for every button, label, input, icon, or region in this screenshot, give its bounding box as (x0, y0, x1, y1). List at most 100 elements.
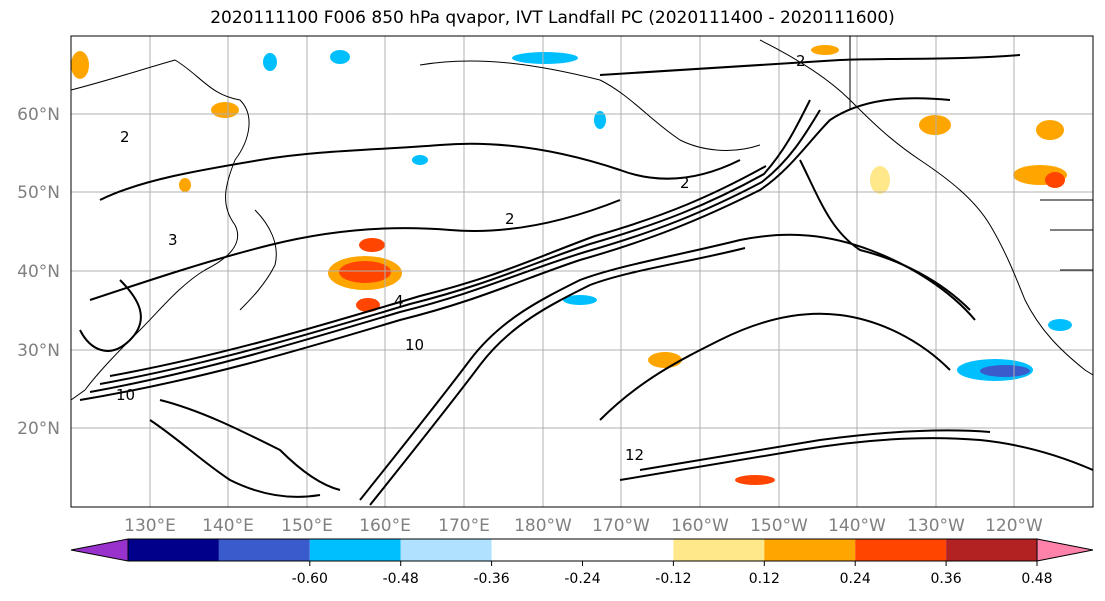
anomaly-patch (412, 155, 428, 165)
lat-label: 20°N (17, 419, 60, 439)
ivt-contours (79, 54, 1094, 506)
contour-line (599, 54, 1021, 76)
lat-label: 30°N (17, 341, 60, 361)
contour-line (359, 233, 976, 501)
colorbar-cell (309, 539, 401, 561)
map-title: 2020111100 F006 850 hPa qvapor, IVT Land… (210, 8, 895, 28)
contour-line (99, 142, 741, 201)
lon-label: 130°E (124, 516, 176, 536)
anomaly-patch (71, 51, 89, 79)
lon-label: 120°W (985, 516, 1043, 536)
longitude-labels: 130°E 140°E 150°E 160°E 170°E 180°W 170°… (124, 516, 1043, 536)
lon-label: 170°W (592, 516, 650, 536)
colorbar-cell (764, 539, 856, 561)
contour-line (99, 99, 811, 385)
colorbar-cell (946, 539, 1037, 561)
lon-label: 180°W (514, 516, 572, 536)
anomaly-patch (735, 475, 775, 485)
asia-coast (70, 59, 250, 401)
contour-line (599, 312, 951, 421)
colorbar: -0.60 -0.48 -0.36 -0.24 -0.12 0.12 0.24 0.36 0.4… (70, 538, 1094, 587)
contour-line (799, 159, 971, 311)
contour-label: 2 (505, 210, 515, 228)
anomaly-patch (870, 166, 890, 194)
lat-label: 50°N (17, 183, 60, 203)
colorbar-tick-label: -0.36 (473, 571, 509, 587)
japan-coast (239, 209, 277, 311)
colorbar-cell (218, 539, 310, 561)
contour-line (619, 437, 1094, 481)
colorbar-tick-label: -0.24 (564, 571, 600, 587)
lon-label: 160°W (671, 516, 729, 536)
colorbar-cell (491, 539, 583, 561)
colorbar-ticks: -0.60 -0.48 -0.36 -0.24 -0.12 0.12 0.24 0.36 0.4… (292, 561, 1053, 587)
anomaly-patch (594, 111, 606, 129)
anomaly-patch (1045, 172, 1065, 188)
lon-label: 150°E (281, 516, 333, 536)
contour-label: 10 (116, 386, 135, 404)
contour-line (369, 247, 746, 506)
lon-label: 170°E (438, 516, 490, 536)
colorbar-tick-label: -0.60 (292, 571, 328, 587)
anomaly-patch (1048, 319, 1072, 331)
aleutian-coast (419, 60, 761, 151)
lon-label: 140°E (202, 516, 254, 536)
colorbar-cells (127, 538, 1038, 562)
colorbar-tick-label: -0.48 (383, 571, 419, 587)
north-america-coast (759, 39, 1094, 376)
lon-label: 150°W (750, 516, 808, 536)
colorbar-tick-label: 0.24 (840, 571, 871, 587)
colorbar-tick-label: 0.48 (1021, 571, 1052, 587)
colorbar-under-arrow (70, 538, 129, 562)
anomaly-patch (1036, 120, 1064, 140)
anomaly-patch (980, 365, 1030, 377)
contour-label: 2 (680, 174, 690, 192)
borders (1040, 199, 1093, 271)
colorbar-over-arrow (1036, 538, 1094, 562)
contour-line (89, 109, 821, 393)
contour-line (639, 429, 991, 471)
contour-label: 2 (796, 52, 806, 70)
anomaly-patch (211, 102, 239, 118)
colorbar-tick-label: 0.12 (749, 571, 780, 587)
anomaly-patch (330, 50, 350, 64)
colorbar-cell (855, 539, 947, 561)
graticule (71, 36, 1093, 507)
contour-labels: 2 2 2 2 3 4 10 12 10 (116, 52, 806, 464)
colorbar-cell (400, 539, 492, 561)
anomaly-patch (563, 295, 597, 305)
anomaly-patch (512, 52, 578, 64)
anomaly-patch (359, 238, 385, 252)
anomaly-patch (179, 178, 191, 192)
anomaly-patch (811, 45, 839, 55)
colorbar-tick-label: 0.36 (931, 571, 962, 587)
contour-line (79, 97, 951, 401)
lon-label: 160°E (359, 516, 411, 536)
colorbar-cell (128, 539, 219, 561)
contour-label: 2 (120, 128, 130, 146)
contour-label: 3 (168, 231, 178, 249)
coastlines (70, 36, 1094, 401)
colorbar-cell (582, 539, 674, 561)
anomaly-patch (339, 261, 391, 283)
lon-label: 130°W (907, 516, 965, 536)
contour-label: 10 (405, 336, 424, 354)
lon-label: 140°W (828, 516, 886, 536)
contour-label: 12 (625, 446, 644, 464)
map-frame (70, 35, 1094, 508)
anomaly-patch (919, 115, 951, 135)
contour-line (79, 279, 142, 352)
colorbar-cell (673, 539, 765, 561)
anomaly-patch (356, 298, 380, 312)
contour-line (149, 399, 341, 498)
latitude-labels: 60°N 50°N 40°N 30°N 20°N (17, 105, 60, 439)
contour-label: 4 (394, 292, 404, 310)
contour-line (109, 165, 767, 377)
lat-label: 40°N (17, 262, 60, 282)
colorbar-tick-label: -0.12 (655, 571, 691, 587)
anomaly-patch (263, 53, 277, 71)
contour-line (89, 199, 621, 301)
anomaly-patch (648, 352, 682, 368)
lat-label: 60°N (17, 105, 60, 125)
